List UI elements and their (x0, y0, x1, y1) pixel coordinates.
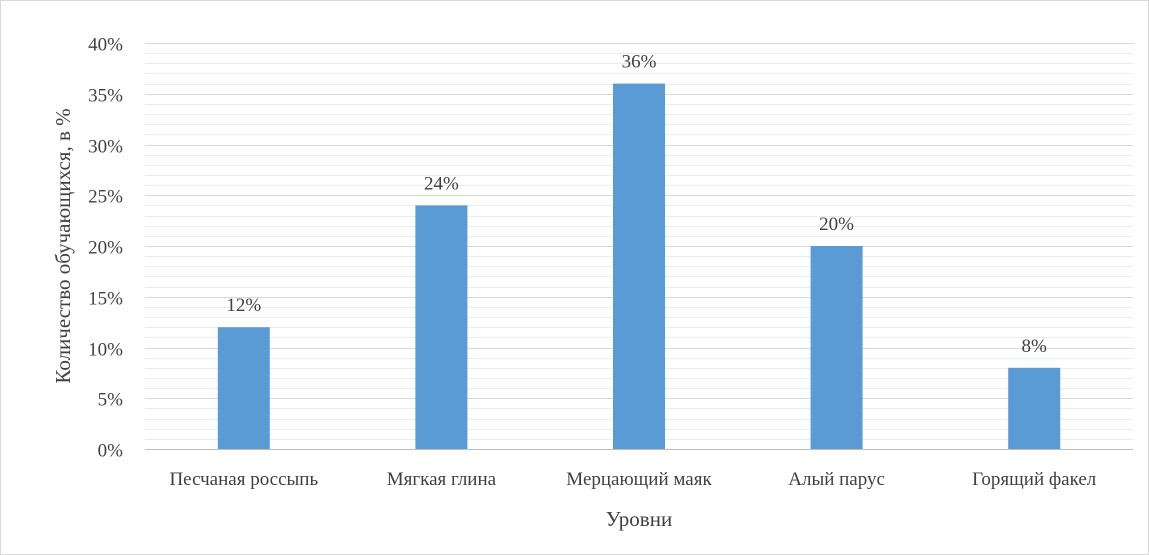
bar (415, 205, 468, 449)
x-category-label: Горящий факел (972, 469, 1097, 490)
y-tick-label: 40% (88, 35, 123, 56)
x-category-label: Алый парус (788, 469, 885, 490)
x-category-label: Мягкая глина (387, 469, 497, 490)
bars (217, 83, 1061, 449)
data-label: 20% (819, 214, 854, 235)
bar (810, 246, 863, 449)
y-axis-title: Количество обучающихся, в % (51, 108, 75, 383)
y-tick-label: 25% (88, 187, 123, 208)
bar (613, 83, 665, 449)
x-axis-category-labels: Песчаная россыпь Мягкая глина Мерцающий ма… (169, 469, 1096, 490)
y-tick-label: 0% (98, 441, 124, 462)
y-tick-label: 30% (88, 137, 123, 158)
data-labels: 12% 24% 36% 20% 8% (226, 52, 1047, 357)
x-axis-title: Уровни (606, 507, 672, 531)
data-label: 12% (226, 295, 261, 316)
data-label: 36% (622, 52, 657, 73)
y-tick-label: 20% (88, 238, 123, 259)
data-label: 8% (1022, 336, 1048, 357)
y-tick-label: 35% (88, 86, 123, 107)
y-axis-tick-labels: 0% 5% 10% 15% 20% 25% 30% 35% 40% (88, 35, 123, 462)
y-tick-label: 5% (98, 390, 124, 411)
y-tick-label: 10% (88, 340, 123, 361)
y-tick-label: 15% (88, 289, 123, 310)
data-label: 24% (424, 173, 459, 194)
bar (217, 327, 270, 449)
x-category-label: Песчаная россыпь (169, 469, 318, 490)
bar (1008, 367, 1061, 449)
x-category-label: Мерцающий маяк (566, 469, 712, 490)
